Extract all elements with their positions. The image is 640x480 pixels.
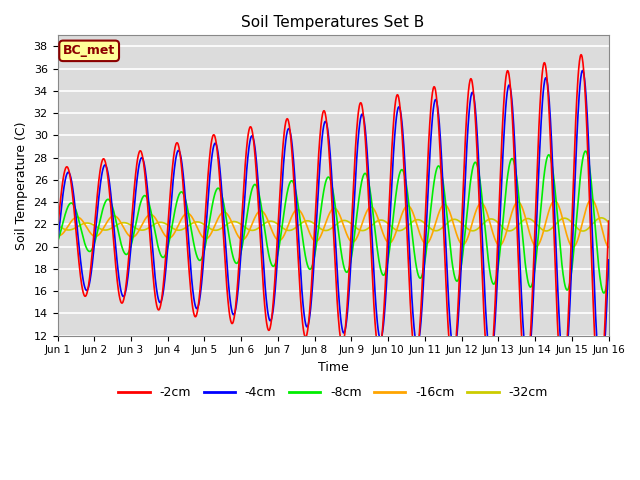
- X-axis label: Time: Time: [317, 361, 348, 374]
- Title: Soil Temperatures Set B: Soil Temperatures Set B: [241, 15, 425, 30]
- Y-axis label: Soil Temperature (C): Soil Temperature (C): [15, 121, 28, 250]
- Text: BC_met: BC_met: [63, 44, 115, 57]
- Legend: -2cm, -4cm, -8cm, -16cm, -32cm: -2cm, -4cm, -8cm, -16cm, -32cm: [113, 382, 553, 405]
